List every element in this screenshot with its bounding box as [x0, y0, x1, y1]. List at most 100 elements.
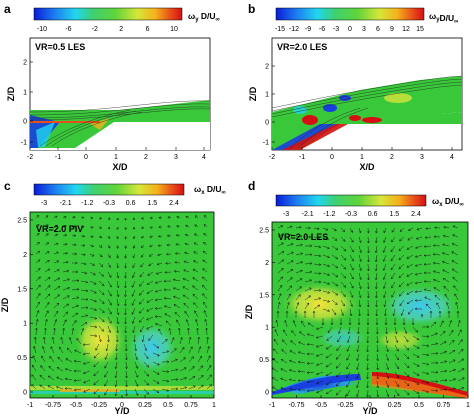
- velocity-vector: [98, 280, 105, 287]
- velocity-vector: [277, 276, 283, 283]
- velocity-vector: [62, 243, 68, 246]
- velocity-vector: [434, 226, 441, 230]
- velocity-vector: [366, 389, 369, 398]
- velocity-vector: [284, 319, 288, 328]
- colorbar-tick-label: -2: [92, 26, 98, 33]
- velocity-vector: [322, 308, 331, 312]
- velocity-vector: [41, 345, 46, 354]
- velocity-vector: [203, 215, 208, 219]
- velocity-vector: [412, 335, 420, 341]
- velocity-vector: [143, 370, 149, 377]
- velocity-vector: [53, 294, 60, 300]
- velocity-vector: [335, 380, 342, 387]
- velocity-vector: [349, 227, 353, 233]
- velocity-vector: [313, 289, 322, 292]
- velocity-vector: [295, 226, 302, 229]
- velocity-vector: [457, 329, 462, 337]
- velocity-vector: [414, 245, 423, 249]
- velocity-vector: [173, 304, 181, 309]
- velocity-vector: [188, 366, 195, 372]
- velocity-vector: [98, 244, 103, 248]
- velocity-vector: [124, 235, 128, 240]
- velocity-vector: [107, 298, 112, 306]
- velocity-vector: [375, 318, 379, 326]
- x-tick-label: -2: [27, 154, 33, 161]
- velocity-vector: [391, 299, 396, 307]
- velocity-vector: [206, 355, 211, 363]
- velocity-vector: [35, 224, 40, 228]
- velocity-vector: [294, 310, 298, 318]
- velocity-vector: [93, 388, 100, 395]
- velocity-vector: [367, 245, 370, 254]
- velocity-vector: [430, 342, 439, 346]
- velocity-vector: [149, 216, 154, 220]
- velocity-vector: [149, 225, 154, 229]
- colorbar-tick-label: -6: [65, 26, 71, 33]
- velocity-vector: [80, 289, 89, 293]
- y-tick-label: 2.5: [259, 228, 269, 235]
- caption-a: VR=0.5 LES: [35, 42, 85, 52]
- x-tick-label: 1: [466, 402, 470, 409]
- ylabel-d: Z/D: [244, 304, 254, 319]
- velocity-vector: [325, 371, 333, 377]
- colorbar-tick-label: -1.2: [323, 211, 335, 218]
- velocity-vector: [358, 245, 362, 254]
- velocity-vector: [394, 335, 399, 343]
- velocity-vector: [89, 298, 97, 303]
- velocity-vector: [175, 243, 181, 246]
- velocity-vector: [60, 336, 64, 345]
- velocity-vector: [420, 313, 424, 318]
- velocity-vector: [430, 370, 439, 374]
- velocity-vector: [358, 254, 362, 263]
- velocity-vector: [340, 308, 344, 317]
- velocity-vector: [82, 352, 91, 356]
- velocity-vector: [385, 353, 389, 362]
- velocity-vector: [179, 336, 183, 345]
- velocity-vector: [340, 299, 345, 307]
- velocity-vector: [165, 252, 172, 256]
- velocity-vector: [356, 344, 360, 353]
- x-tick-label: 0.25: [388, 402, 402, 409]
- velocity-vector: [423, 254, 432, 257]
- velocity-vector: [202, 259, 208, 264]
- velocity-vector: [172, 278, 181, 282]
- velocity-vector: [295, 278, 303, 283]
- velocity-vector: [176, 225, 181, 228]
- velocity-vector: [313, 254, 322, 258]
- velocity-vector: [124, 217, 128, 221]
- velocity-vector: [322, 263, 331, 268]
- velocity-vector: [385, 326, 389, 335]
- velocity-vector: [35, 318, 39, 327]
- velocity-vector: [105, 343, 109, 352]
- velocity-vector: [44, 268, 51, 273]
- velocity-vector: [71, 270, 79, 274]
- colorbar-tick-label: 2: [119, 26, 123, 33]
- velocity-vector: [124, 334, 128, 343]
- velocity-vector: [331, 227, 337, 232]
- x-tick-label: -0.75: [289, 402, 305, 409]
- velocity-vector: [82, 343, 91, 347]
- velocity-vector: [356, 335, 360, 344]
- velocity-vector: [321, 318, 325, 326]
- velocity-vector: [277, 242, 284, 247]
- velocity-vector: [304, 302, 309, 310]
- velocity-vector: [139, 271, 145, 278]
- velocity-vector: [273, 338, 279, 346]
- velocity-vector: [403, 344, 409, 351]
- panel-letter-c: c: [4, 179, 11, 193]
- velocity-vector: [116, 244, 119, 249]
- velocity-vector: [439, 388, 448, 391]
- velocity-vector: [347, 335, 351, 344]
- velocity-vector: [115, 343, 119, 352]
- y-tick-label: 2.5: [17, 218, 27, 225]
- velocity-vector: [71, 234, 77, 238]
- velocity-vector: [76, 338, 82, 345]
- velocity-vector: [349, 245, 354, 253]
- velocity-vector: [80, 253, 86, 256]
- velocity-vector: [457, 339, 463, 346]
- velocity-vector: [80, 327, 85, 336]
- velocity-vector: [315, 326, 324, 330]
- velocity-vector: [330, 318, 334, 326]
- velocity-vector: [170, 387, 179, 391]
